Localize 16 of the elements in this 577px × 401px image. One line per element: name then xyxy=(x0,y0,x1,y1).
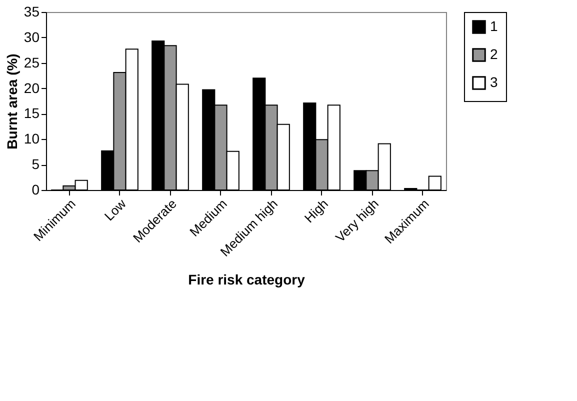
x-tick-label: Very high xyxy=(332,196,382,246)
legend-label: 3 xyxy=(490,74,498,90)
y-tick-label: 15 xyxy=(24,105,40,122)
x-tick-label: High xyxy=(301,196,331,226)
legend-label: 2 xyxy=(490,46,498,62)
y-tick-label: 5 xyxy=(32,156,40,172)
y-axis-title: Burnt area (%) xyxy=(4,54,20,150)
x-tick-label: Low xyxy=(101,196,130,224)
y-tick-label: 10 xyxy=(24,130,40,147)
y-tick-label: 20 xyxy=(24,80,40,96)
y-tick-label: 35 xyxy=(24,4,40,20)
x-axis-title: Fire risk category xyxy=(188,271,306,288)
y-tick-label: 25 xyxy=(24,54,40,70)
legend-label: 1 xyxy=(490,18,498,34)
y-tick-label: 30 xyxy=(24,28,40,45)
y-tick-label: 0 xyxy=(32,182,40,198)
